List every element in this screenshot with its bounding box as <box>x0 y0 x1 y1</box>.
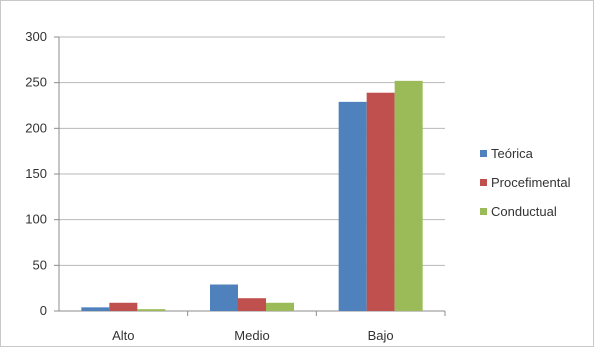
bar-teórica-alto <box>81 307 110 311</box>
y-tick-label: 200 <box>25 120 47 135</box>
bar-procefimental-alto <box>109 302 138 311</box>
y-tick-label: 50 <box>33 257 47 272</box>
y-tick-label: 150 <box>25 166 47 181</box>
legend-swatch <box>480 179 487 186</box>
x-tick-label: Alto <box>112 328 134 343</box>
x-tick-labels: Alto Medio Bajo <box>112 328 394 343</box>
y-tick-label: 300 <box>25 29 47 44</box>
legend-label: Teórica <box>491 146 534 161</box>
bar-conductual-medio <box>266 302 294 311</box>
bar-procefimental-bajo <box>366 92 395 311</box>
legend-swatch <box>480 150 487 157</box>
bar-conductual-bajo <box>394 80 423 311</box>
legend-label: Conductual <box>491 204 557 219</box>
x-tick-label: Medio <box>234 328 269 343</box>
legend: Teórica Procefimental Conductual <box>480 146 571 219</box>
legend-swatch <box>480 208 487 215</box>
legend-label: Procefimental <box>491 175 571 190</box>
bar-procefimental-medio <box>238 298 266 311</box>
bar-teórica-bajo <box>338 101 367 311</box>
bar-teórica-medio <box>210 284 238 311</box>
bar-conductual-alto <box>137 309 166 311</box>
bars <box>81 80 423 311</box>
y-tick-label: 250 <box>25 75 47 90</box>
y-tick-label: 100 <box>25 212 47 227</box>
y-tick-label: 0 <box>40 303 47 318</box>
x-tick-label: Bajo <box>368 328 394 343</box>
y-tick-labels: 0 50 100 150 200 250 300 <box>25 29 47 318</box>
